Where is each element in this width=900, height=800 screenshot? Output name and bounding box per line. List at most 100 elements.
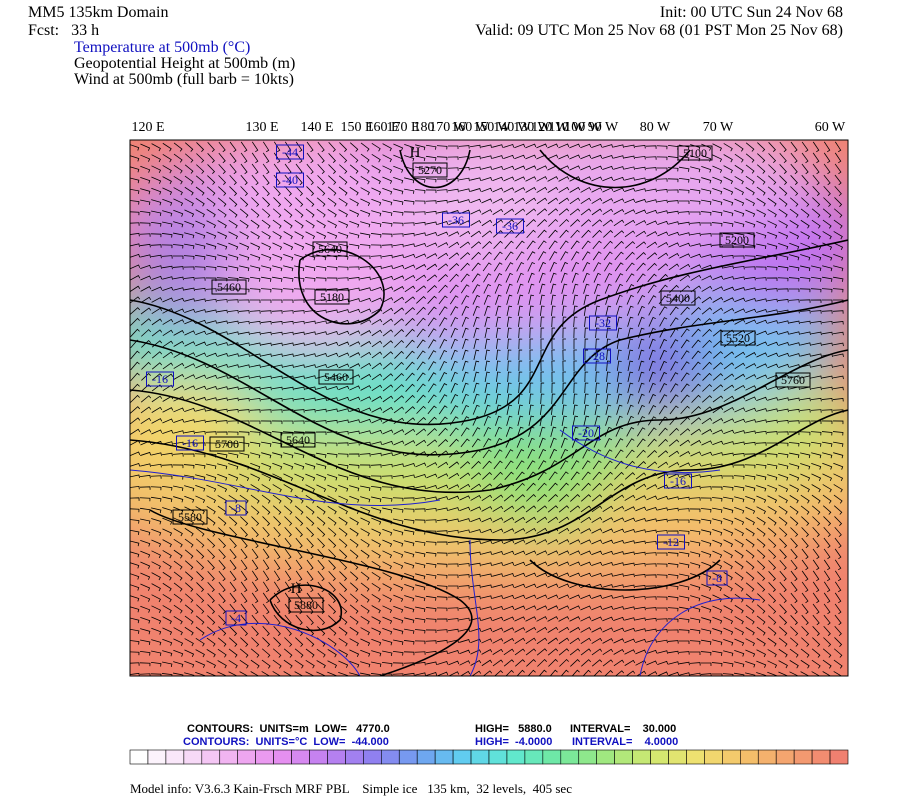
label-box xyxy=(146,371,174,387)
longitude-label: 140 W xyxy=(493,120,531,135)
longitude-label: 120 W xyxy=(531,120,569,135)
color-cell xyxy=(255,749,274,765)
domain-title: MM5 135km Domain xyxy=(28,4,168,21)
color-cell xyxy=(309,749,328,765)
color-cell xyxy=(237,749,256,765)
height-label: 5880 xyxy=(294,598,318,612)
forecast-hour: Fcst: 33 h xyxy=(28,22,99,39)
temp-high: HIGH= -4.0000 xyxy=(475,736,552,748)
label-box xyxy=(589,315,617,331)
valid-time: Valid: 09 UTC Mon 25 Nov 68 (01 PST Mon … xyxy=(475,22,843,39)
height-label: 5760 xyxy=(781,373,805,387)
color-cell xyxy=(470,749,490,765)
map-field xyxy=(130,140,848,676)
longitude-label: 60 W xyxy=(815,120,846,135)
longitude-label: 90 W xyxy=(588,120,619,135)
temperature-label: -4 xyxy=(231,611,241,625)
longitude-label: 170 W xyxy=(429,120,467,135)
height-label: 5640 xyxy=(318,242,342,256)
contour-labels: 5270 5100 5200 5400 5460 5180 5640 5460 5640 5700… xyxy=(146,144,811,626)
label-box xyxy=(719,232,755,248)
label-box xyxy=(660,290,696,306)
height-label: 5700 xyxy=(215,437,239,451)
longitude-label: 150 E xyxy=(340,120,373,135)
temperature-contours xyxy=(130,429,761,676)
height-high: HIGH= 5880.0 xyxy=(475,723,552,735)
label-box xyxy=(775,372,811,388)
color-cell xyxy=(434,749,454,765)
color-cell xyxy=(560,749,580,765)
label-box xyxy=(172,509,208,525)
color-cell xyxy=(416,749,436,765)
color-cell xyxy=(147,749,167,765)
color-cell xyxy=(165,749,185,765)
color-cell xyxy=(201,749,221,765)
label-box xyxy=(412,162,448,178)
height-interval: INTERVAL= 30.000 xyxy=(570,723,676,735)
label-box xyxy=(677,145,713,161)
color-cell xyxy=(722,749,741,765)
color-cell xyxy=(650,749,669,765)
temperature-label: -40 xyxy=(282,173,298,187)
color-cell xyxy=(327,749,346,765)
height-label: 5400 xyxy=(666,291,690,305)
label-box xyxy=(312,241,348,257)
color-cell xyxy=(506,749,526,765)
height-label: 5200 xyxy=(725,233,749,247)
color-cell xyxy=(704,749,723,765)
field-wind: Wind at 500mb (full barb = 10kts) xyxy=(74,71,294,88)
label-box xyxy=(288,597,324,613)
longitude-label: 160 E xyxy=(366,120,399,135)
model-info: Model info: V3.6.3 Kain-Frsch MRF PBL Si… xyxy=(130,781,572,796)
temperature-label: -12 xyxy=(663,535,679,549)
longitude-label: 170 E xyxy=(386,120,419,135)
temperature-label: -16 xyxy=(670,474,686,488)
color-cell xyxy=(345,749,364,765)
label-box xyxy=(209,436,245,452)
color-cell xyxy=(291,749,310,765)
temperature-label: -36 xyxy=(502,219,518,233)
color-cell xyxy=(219,749,239,765)
temperature-label: -16 xyxy=(152,372,168,386)
label-box xyxy=(664,473,692,489)
longitude-label: 160 W xyxy=(451,120,489,135)
color-cell xyxy=(398,749,418,765)
label-box xyxy=(176,435,204,451)
height-label: 5180 xyxy=(320,290,344,304)
height-label: 5270 xyxy=(418,163,442,177)
color-cell xyxy=(829,749,849,765)
longitude-label: 110 W xyxy=(549,120,587,135)
field-temperature: Temperature at 500mb (°C) xyxy=(74,39,250,56)
color-cell xyxy=(596,749,615,765)
color-cell xyxy=(542,749,562,765)
longitude-label: 180 xyxy=(414,120,435,135)
label-box xyxy=(572,425,600,441)
longitude-label: 130 W xyxy=(513,120,551,135)
map-frame xyxy=(129,139,849,677)
height-label: 5640 xyxy=(286,433,310,447)
temperature-label: -8 xyxy=(231,501,241,515)
label-box xyxy=(225,610,247,626)
field-height: Geopotential Height at 500mb (m) xyxy=(74,55,295,72)
color-cell xyxy=(380,749,400,765)
label-box xyxy=(583,348,611,364)
color-cell xyxy=(739,749,759,765)
height-label: 5520 xyxy=(726,331,750,345)
longitude-label: 120 E xyxy=(131,120,164,135)
temperature-label: -28 xyxy=(589,349,605,363)
color-cell xyxy=(488,749,508,765)
color-cell xyxy=(273,749,292,765)
label-box xyxy=(280,432,316,448)
color-cell xyxy=(183,749,203,765)
longitude-label: 70 W xyxy=(703,120,734,135)
init-time: Init: 00 UTC Sun 24 Nov 68 xyxy=(660,4,843,21)
longitude-label: 80 W xyxy=(640,120,671,135)
longitude-label: 100 W xyxy=(564,120,602,135)
temperature-label: -44 xyxy=(282,145,298,159)
pressure-center: H xyxy=(291,581,302,597)
color-cell xyxy=(686,749,705,765)
height-label: 5580 xyxy=(178,510,202,524)
label-box xyxy=(720,330,756,346)
color-cell xyxy=(668,749,687,765)
